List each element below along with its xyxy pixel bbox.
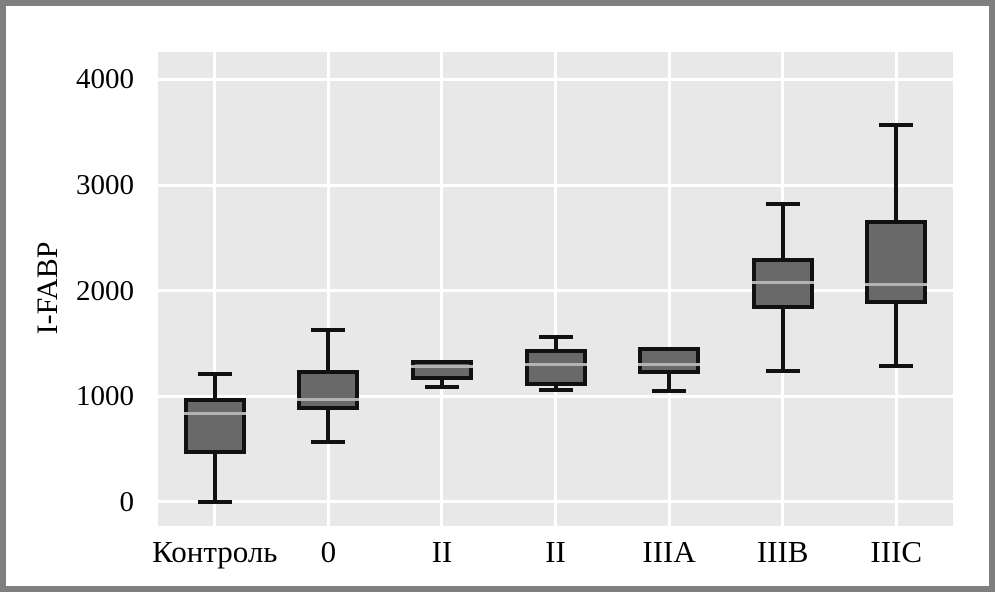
- upper-whisker-cap: [765, 202, 800, 207]
- lower-whisker-stem: [212, 454, 217, 502]
- upper-whisker-cap: [538, 335, 573, 340]
- upper-whisker-stem: [212, 373, 217, 399]
- x-tick-label: IIIC: [870, 534, 923, 569]
- lower-whisker-stem: [894, 304, 899, 366]
- x-tick-label: Контроль: [152, 534, 278, 569]
- box-iqr: [865, 219, 928, 305]
- median-line: [297, 397, 360, 401]
- lower-whisker-stem: [439, 380, 444, 387]
- y-tick-label: 4000: [76, 63, 134, 96]
- lower-whisker-cap: [879, 363, 914, 368]
- upper-whisker-stem: [326, 329, 331, 370]
- x-tick-label: II: [431, 534, 453, 569]
- gridline-vertical: [667, 52, 671, 526]
- lower-whisker-cap: [424, 384, 459, 389]
- box-iqr: [524, 348, 587, 386]
- median-line: [410, 365, 473, 369]
- x-tick-label: 0: [320, 534, 337, 569]
- median-line: [183, 411, 246, 415]
- upper-whisker-stem: [553, 337, 558, 349]
- median-line: [638, 362, 701, 366]
- gridline-vertical: [213, 52, 217, 526]
- lower-whisker-stem: [326, 409, 331, 442]
- upper-whisker-cap: [197, 371, 232, 376]
- median-line: [751, 280, 814, 284]
- upper-whisker-cap: [879, 122, 914, 127]
- median-line: [524, 362, 587, 366]
- box-iqr: [410, 360, 473, 381]
- y-tick-label: 2000: [76, 274, 134, 307]
- plot-area: [158, 52, 953, 526]
- y-tick-label: 0: [119, 485, 135, 518]
- lower-whisker-stem: [667, 373, 672, 391]
- upper-whisker-stem: [894, 124, 899, 220]
- gridline-vertical: [326, 52, 330, 526]
- x-tick-label: IIIB: [756, 534, 809, 569]
- box-iqr: [297, 369, 360, 410]
- median-line: [865, 282, 928, 286]
- lower-whisker-cap: [197, 499, 232, 504]
- lower-whisker-stem: [780, 308, 785, 371]
- box-iqr: [638, 346, 701, 374]
- lower-whisker-cap: [765, 368, 800, 373]
- lower-whisker-cap: [652, 388, 687, 393]
- gridline-vertical: [440, 52, 444, 526]
- upper-whisker-stem: [780, 204, 785, 258]
- upper-whisker-cap: [311, 327, 346, 332]
- lower-whisker-cap: [538, 387, 573, 392]
- y-tick-label: 1000: [76, 380, 134, 413]
- y-tick-label: 3000: [76, 169, 134, 201]
- lower-whisker-cap: [311, 439, 346, 444]
- x-tick-label: IIIA: [642, 534, 696, 569]
- gridline-vertical: [554, 52, 557, 526]
- box-iqr: [183, 398, 246, 455]
- lower-whisker-stem: [553, 385, 558, 390]
- x-tick-label: II: [545, 534, 566, 569]
